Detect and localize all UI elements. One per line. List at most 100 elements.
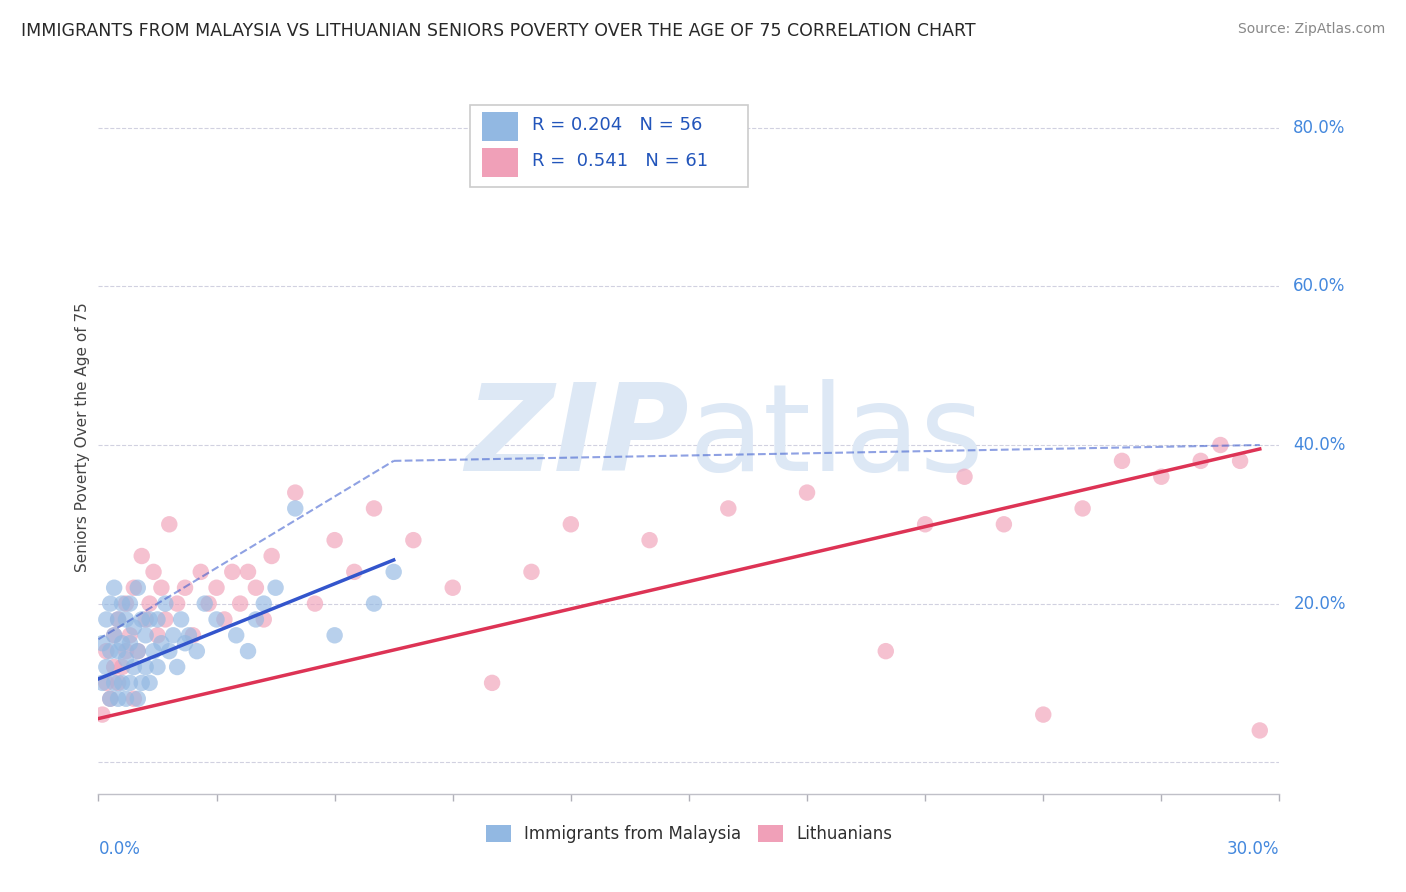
Point: [1111, 454, 1133, 468]
Point: [875, 644, 897, 658]
Point: [98, 691, 121, 706]
Point: [205, 581, 228, 595]
Point: [214, 612, 236, 626]
Point: [638, 533, 661, 548]
Point: [229, 597, 252, 611]
Text: 0.0%: 0.0%: [98, 840, 141, 858]
Point: [111, 676, 134, 690]
Point: [186, 644, 208, 658]
Point: [115, 597, 138, 611]
Point: [993, 517, 1015, 532]
Point: [382, 565, 405, 579]
Point: [796, 485, 818, 500]
Point: [115, 644, 138, 658]
Point: [402, 533, 425, 548]
Point: [98, 644, 121, 658]
Point: [284, 485, 307, 500]
Point: [181, 628, 204, 642]
Point: [343, 565, 366, 579]
Point: [520, 565, 543, 579]
Point: [481, 676, 503, 690]
Point: [91, 636, 114, 650]
Point: [953, 469, 976, 483]
Point: [166, 660, 188, 674]
Point: [150, 581, 173, 595]
Point: [264, 581, 287, 595]
Point: [157, 517, 180, 532]
Point: [142, 644, 165, 658]
Text: Source: ZipAtlas.com: Source: ZipAtlas.com: [1237, 22, 1385, 37]
Point: [98, 597, 121, 611]
Point: [131, 612, 153, 626]
Point: [190, 565, 212, 579]
Point: [138, 612, 160, 626]
FancyBboxPatch shape: [482, 148, 517, 177]
Point: [157, 644, 180, 658]
Y-axis label: Seniors Poverty Over the Age of 75: Seniors Poverty Over the Age of 75: [75, 302, 90, 572]
Point: [174, 581, 197, 595]
Point: [135, 660, 157, 674]
Point: [1209, 438, 1232, 452]
Text: ZIP: ZIP: [465, 378, 689, 496]
Point: [122, 581, 145, 595]
Point: [118, 636, 141, 650]
Point: [138, 597, 160, 611]
Point: [146, 612, 169, 626]
Point: [91, 676, 114, 690]
Point: [170, 612, 193, 626]
Point: [253, 612, 276, 626]
Point: [177, 628, 200, 642]
Text: 60.0%: 60.0%: [1294, 277, 1346, 295]
Point: [253, 597, 276, 611]
Point: [441, 581, 464, 595]
Point: [146, 628, 169, 642]
Text: R =  0.541   N = 61: R = 0.541 N = 61: [531, 152, 709, 169]
Point: [118, 597, 141, 611]
Point: [363, 597, 385, 611]
Point: [155, 597, 177, 611]
Point: [194, 597, 217, 611]
Point: [107, 691, 129, 706]
Point: [150, 636, 173, 650]
Point: [560, 517, 582, 532]
Point: [225, 628, 247, 642]
Point: [98, 691, 121, 706]
Point: [127, 581, 149, 595]
Point: [96, 612, 118, 626]
Point: [122, 691, 145, 706]
Point: [260, 549, 283, 563]
Text: 80.0%: 80.0%: [1294, 119, 1346, 136]
Point: [127, 644, 149, 658]
Point: [142, 565, 165, 579]
Text: R = 0.204   N = 56: R = 0.204 N = 56: [531, 116, 702, 134]
Point: [103, 676, 125, 690]
Point: [96, 644, 118, 658]
Point: [118, 628, 141, 642]
Point: [122, 660, 145, 674]
Point: [111, 636, 134, 650]
Point: [323, 628, 346, 642]
Point: [146, 660, 169, 674]
Point: [323, 533, 346, 548]
Point: [127, 691, 149, 706]
Legend: Immigrants from Malaysia, Lithuanians: Immigrants from Malaysia, Lithuanians: [479, 818, 898, 850]
Point: [107, 676, 129, 690]
Point: [103, 581, 125, 595]
Point: [115, 652, 138, 666]
FancyBboxPatch shape: [482, 112, 517, 141]
Point: [103, 628, 125, 642]
Point: [135, 628, 157, 642]
Text: 40.0%: 40.0%: [1294, 436, 1346, 454]
Point: [135, 612, 157, 626]
Point: [162, 628, 184, 642]
Text: 30.0%: 30.0%: [1227, 840, 1279, 858]
Point: [304, 597, 326, 611]
Point: [1032, 707, 1054, 722]
Point: [363, 501, 385, 516]
Point: [236, 565, 259, 579]
Point: [914, 517, 936, 532]
Text: 20.0%: 20.0%: [1294, 595, 1346, 613]
Point: [245, 612, 267, 626]
Point: [111, 597, 134, 611]
Point: [131, 549, 153, 563]
